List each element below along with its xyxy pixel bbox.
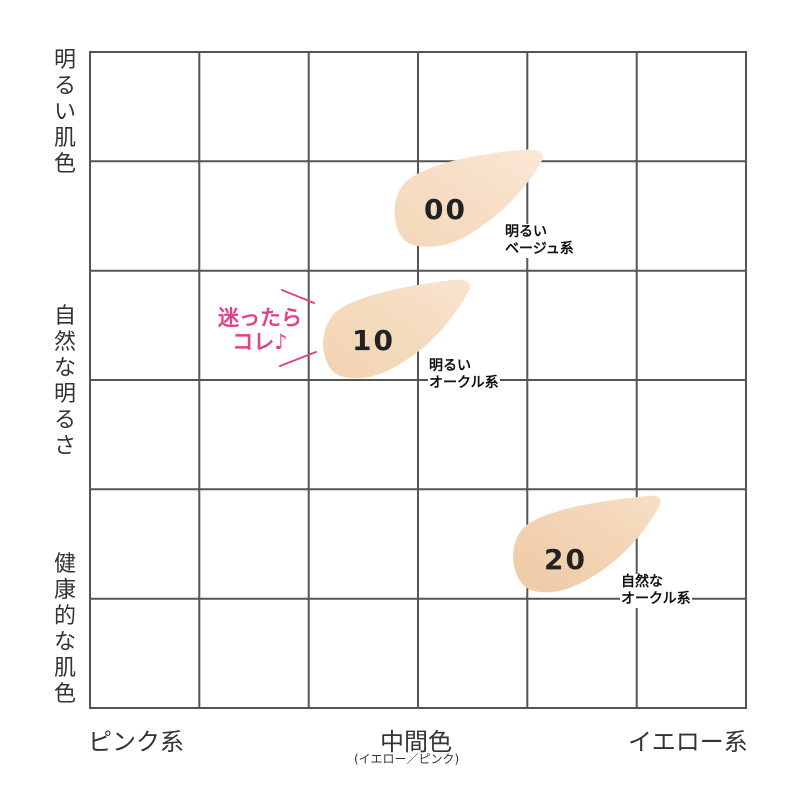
y-top-char: る	[53, 74, 76, 99]
swatch-00-number: 00	[424, 193, 467, 226]
recommend-accent-lines	[279, 289, 317, 367]
swatch-10-line1: 明るい	[428, 358, 500, 375]
y-top-char: 肌	[53, 126, 76, 151]
swatch-10-line2: オークル系	[428, 375, 500, 392]
swatch-20-line1: 自然な	[620, 574, 692, 591]
y-bottom-char: な	[53, 630, 76, 655]
y-label-top: 明 る い 肌 色	[50, 48, 80, 178]
y-middle-char: さ	[53, 434, 76, 459]
x-label-left: ピンク系	[88, 728, 184, 756]
y-label-middle: 自 然 な 明 る さ	[50, 304, 80, 460]
x-label-center-sub: (イエロー／ピンク)	[354, 752, 460, 766]
y-middle-char: る	[53, 408, 76, 433]
swatch-20-line2: オークル系	[620, 591, 692, 608]
y-bottom-char: 色	[53, 682, 76, 707]
swatch-00-shape	[394, 149, 543, 247]
y-middle-char: 自	[53, 304, 76, 329]
y-bottom-char: 康	[53, 578, 76, 603]
x-label-right: イエロー系	[628, 728, 748, 756]
swatch-20-shape	[513, 495, 661, 593]
y-bottom-char: 的	[53, 604, 76, 629]
recommend-line1: 迷ったら	[218, 306, 302, 330]
swatch-00-description: 明るい ベージュ系	[504, 224, 575, 258]
swatch-20-number: 20	[544, 543, 587, 576]
swatch-00-line1: 明るい	[504, 224, 575, 241]
y-middle-char: 明	[53, 382, 76, 407]
swatch-10-number: 10	[352, 324, 395, 357]
y-bottom-char: 肌	[53, 656, 76, 681]
recommend-callout: 迷ったら コレ♪	[218, 306, 302, 354]
y-top-char: 明	[53, 48, 76, 73]
y-top-char: い	[53, 100, 76, 125]
y-middle-char: 然	[53, 330, 76, 355]
y-bottom-char: 健	[53, 552, 76, 577]
x-label-center: 中間色	[380, 728, 452, 756]
swatch-00-line2: ベージュ系	[504, 241, 575, 258]
y-middle-char: な	[53, 356, 76, 381]
swatch-20-description: 自然な オークル系	[620, 574, 692, 608]
recommend-line2: コレ♪	[232, 330, 288, 354]
y-label-bottom: 健 康 的 な 肌 色	[50, 552, 80, 708]
y-top-char: 色	[53, 152, 76, 177]
swatch-10-shape	[323, 279, 470, 379]
swatch-10-description: 明るい オークル系	[428, 358, 500, 392]
